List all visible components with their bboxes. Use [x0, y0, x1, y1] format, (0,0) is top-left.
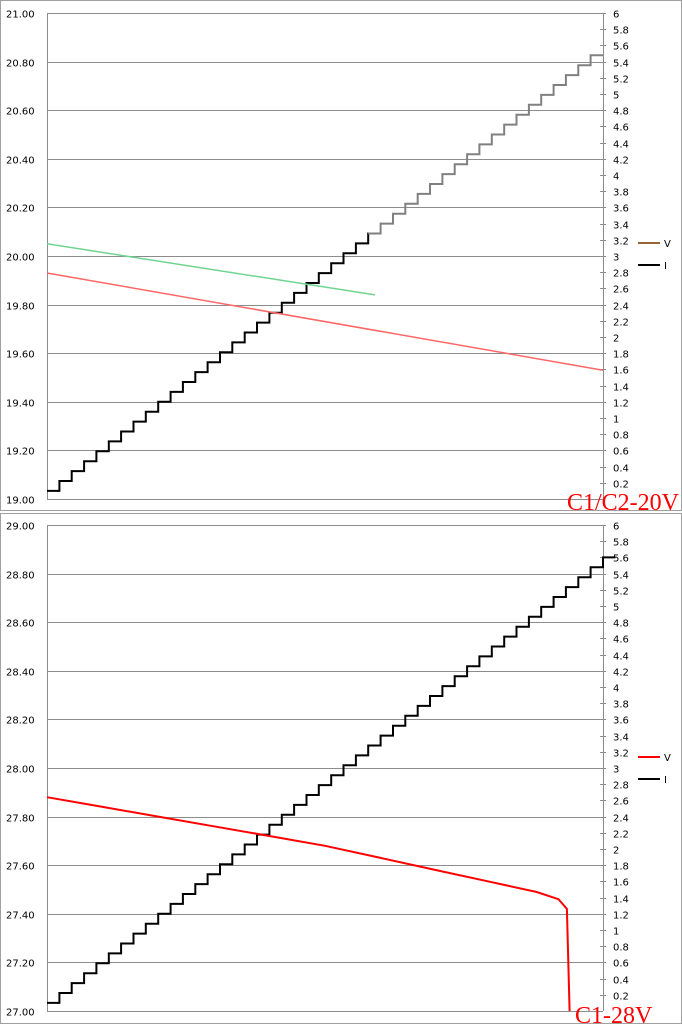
right-axis-tick-label: 0.4 [613, 464, 629, 475]
left-axis-tick-label: 27.20 [6, 959, 35, 970]
right-axis-tick-label: 2 [613, 846, 619, 857]
right-axis-tick-label: 3.2 [613, 237, 629, 248]
right-axis-tick-label: 5.4 [613, 571, 629, 582]
chart-frame [0, 0, 682, 511]
right-axis-tick-label: 1 [613, 415, 619, 426]
right-axis-tick-label: 2.4 [613, 814, 629, 825]
right-axis-tick-label: 2.6 [613, 285, 629, 296]
chart-caption: C1-28V [575, 1003, 653, 1024]
right-axis-tick-label: 0.2 [613, 480, 629, 491]
legend-label-v: V [664, 239, 671, 250]
right-axis-tick-label: 1.2 [613, 399, 629, 410]
chart-caption: C1/C2-20V [567, 490, 680, 516]
right-axis-tick-label: 5.6 [613, 554, 629, 565]
right-axis-tick-label: 4 [613, 684, 619, 695]
chart-2: 27.00 27.20 27.40 27.60 27.80 28.00 28.20 28.40… [0, 513, 682, 1024]
series-I-line [368, 54, 603, 235]
right-axis-tick-label: 6 [613, 522, 619, 533]
right-axis-tick-label: 2.4 [613, 302, 629, 313]
right-axis-tick-label: 4.6 [613, 635, 629, 646]
right-axis-tick-label: 5.6 [613, 42, 629, 53]
right-axis-tick-label: 2.8 [613, 269, 629, 280]
series-V-line-2 [46, 243, 376, 296]
left-axis-tick-label: 27.60 [6, 862, 35, 873]
right-axis-tick-label: 4.4 [613, 140, 629, 151]
right-axis-tick-label: 4.8 [613, 107, 629, 118]
right-axis-tick-label: 3.8 [613, 188, 629, 199]
right-axis-tick-label: 6 [613, 10, 619, 21]
right-axis-tick-label: 4.2 [613, 668, 629, 679]
right-axis-tick-label: 3 [613, 253, 619, 264]
right-axis-tick-label: 1.8 [613, 350, 629, 361]
right-axis-tick-label: 5 [613, 91, 619, 102]
right-axis-tick-label: 4.6 [613, 123, 629, 134]
left-axis-tick-label: 19.60 [6, 350, 35, 361]
right-axis-tick-label: 1.2 [613, 911, 629, 922]
right-axis-tick-label: 4.4 [613, 652, 629, 663]
left-axis-tick-label: 28.00 [6, 765, 35, 776]
right-axis-tick-label: 3.4 [613, 733, 629, 744]
right-axis-tick-label: 1.4 [613, 383, 629, 394]
right-axis-tick-label: 1 [613, 927, 619, 938]
right-axis-tick-label: 5.8 [613, 538, 629, 549]
right-axis-tick-label: 5.2 [613, 587, 629, 598]
right-axis-tick-label: 0.4 [613, 976, 629, 987]
series-V-line-2 [46, 796, 571, 1012]
left-axis-tick-label: 19.20 [6, 447, 35, 458]
right-axis-tick-label: 1.6 [613, 366, 629, 377]
left-axis-tick-label: 27.00 [6, 1008, 35, 1019]
right-axis-tick-label: 5 [613, 603, 619, 614]
left-axis-tick-label: 28.40 [6, 668, 35, 679]
left-axis-tick-label: 19.80 [6, 302, 35, 313]
right-axis-tick-label: 5.2 [613, 75, 629, 86]
left-axis-tick-label: 28.80 [6, 571, 35, 582]
right-axis-tick-label: 4.8 [613, 619, 629, 630]
right-axis-tick-label: 0.8 [613, 943, 629, 954]
right-axis-tick-label: 2 [613, 334, 619, 345]
left-axis-tick-label: 20.00 [6, 253, 35, 264]
right-axis-tick-label: 2.6 [613, 797, 629, 808]
right-axis-tick-label: 0.6 [613, 959, 629, 970]
left-axis-tick-label: 19.40 [6, 399, 35, 410]
right-axis-tick-label: 4.2 [613, 156, 629, 167]
series-I-line [47, 556, 616, 1004]
right-axis-tick-label: 2.8 [613, 781, 629, 792]
left-axis-tick-label: 28.20 [6, 716, 35, 727]
right-axis-tick-label: 2.2 [613, 318, 629, 329]
left-axis-tick-label: 27.40 [6, 911, 35, 922]
right-axis-tick-label: 4 [613, 172, 619, 183]
right-axis-tick-label: 5.8 [613, 26, 629, 37]
right-axis-tick-label: 0.6 [613, 447, 629, 458]
left-axis-tick-label: 27.80 [6, 814, 35, 825]
left-axis-tick-label: 28.60 [6, 619, 35, 630]
series-V-line-3 [46, 272, 604, 371]
right-axis-tick-label: 3.6 [613, 204, 629, 215]
left-axis-tick-label: 21.00 [6, 10, 35, 21]
left-axis-tick-label: 29.00 [6, 522, 35, 533]
legend-label-i: I [664, 775, 667, 786]
left-axis-tick-label: 20.40 [6, 156, 35, 167]
chart-1: 19.0019.2019.4019.6019.8020.0020.2020.40… [0, 0, 682, 516]
right-axis-tick-label: 1.8 [613, 862, 629, 873]
series-I-line [47, 232, 381, 492]
left-axis-tick-label: 20.60 [6, 107, 35, 118]
right-axis-tick-label: 3 [613, 765, 619, 776]
right-axis-tick-label: 5.4 [613, 59, 629, 70]
left-axis-tick-label: 20.80 [6, 59, 35, 70]
right-axis-tick-label: 0.8 [613, 431, 629, 442]
right-axis-tick-label: 2.2 [613, 830, 629, 841]
right-axis-tick-label: 3.6 [613, 716, 629, 727]
legend-label-v: V [664, 753, 671, 764]
right-axis-tick-label: 3.2 [613, 749, 629, 760]
right-axis-tick-label: 1.6 [613, 878, 629, 889]
left-axis-tick-label: 20.20 [6, 204, 35, 215]
right-axis-tick-label: 0.2 [613, 992, 629, 1003]
left-axis-tick-label: 19.00 [6, 496, 35, 507]
right-axis-tick-label: 3.8 [613, 700, 629, 711]
legend-label-i: I [664, 261, 667, 272]
right-axis-tick-label: 1.4 [613, 895, 629, 906]
right-axis-tick-label: 3.4 [613, 221, 629, 232]
